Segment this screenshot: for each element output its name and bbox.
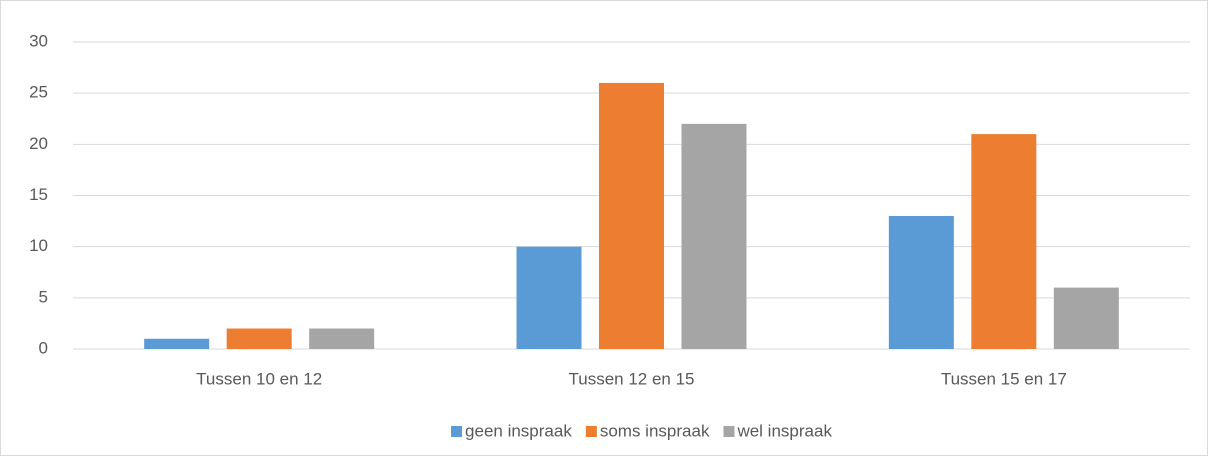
legend-label: geen inspraak	[465, 421, 572, 440]
x-tick-label: Tussen 10 en 12	[196, 369, 322, 388]
bar	[516, 246, 582, 349]
bar	[226, 328, 292, 349]
y-tick-label: 15	[29, 185, 48, 204]
bar	[681, 123, 747, 349]
legend-swatch	[585, 426, 597, 437]
y-tick-label: 30	[29, 31, 48, 50]
legend-swatch	[451, 426, 463, 437]
x-tick-label: Tussen 15 en 17	[941, 369, 1067, 388]
y-tick-label: 20	[29, 134, 48, 153]
bar	[1053, 287, 1119, 349]
y-tick-label: 25	[29, 83, 48, 102]
bar	[144, 338, 210, 349]
y-tick-label: 5	[39, 287, 48, 306]
bar	[971, 134, 1037, 349]
legend-label: wel inspraak	[736, 421, 832, 440]
bar	[599, 82, 664, 349]
legend-swatch	[723, 426, 735, 437]
legend-label: soms inspraak	[600, 421, 710, 440]
y-tick-label: 10	[29, 236, 48, 255]
bar	[309, 328, 375, 349]
bar	[888, 215, 954, 349]
x-tick-label: Tussen 12 en 15	[568, 369, 694, 388]
y-tick-label: 0	[39, 338, 48, 357]
